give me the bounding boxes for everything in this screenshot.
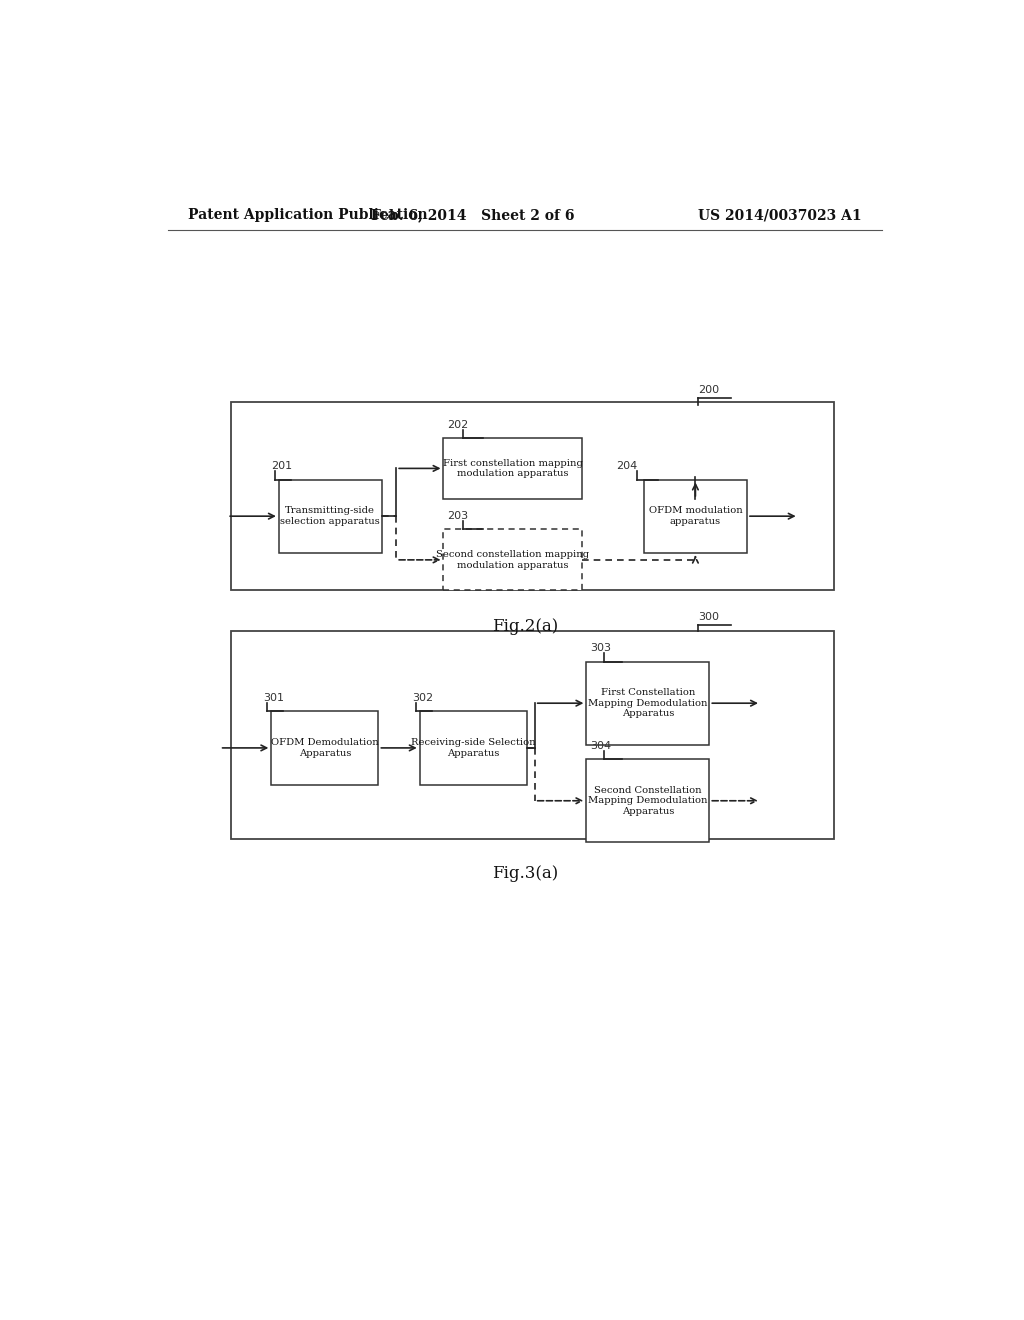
Bar bbox=[420, 711, 526, 784]
Text: 303: 303 bbox=[590, 643, 611, 653]
Text: Second constellation mapping
modulation apparatus: Second constellation mapping modulation … bbox=[436, 550, 590, 569]
Text: 200: 200 bbox=[697, 385, 719, 395]
Text: 301: 301 bbox=[263, 693, 285, 704]
Text: Patent Application Publication: Patent Application Publication bbox=[187, 209, 427, 222]
Text: US 2014/0037023 A1: US 2014/0037023 A1 bbox=[698, 209, 862, 222]
Text: Second Constellation
Mapping Demodulation
Apparatus: Second Constellation Mapping Demodulatio… bbox=[588, 785, 708, 816]
Text: 203: 203 bbox=[447, 511, 469, 521]
Text: OFDM modulation
apparatus: OFDM modulation apparatus bbox=[648, 507, 742, 525]
Text: Transmitting-side
selection apparatus: Transmitting-side selection apparatus bbox=[281, 507, 380, 525]
Bar bbox=[231, 403, 835, 590]
Text: Fig.3(a): Fig.3(a) bbox=[492, 865, 558, 882]
Text: 300: 300 bbox=[697, 612, 719, 622]
Bar bbox=[443, 438, 583, 499]
Text: OFDM Demodulation
Apparatus: OFDM Demodulation Apparatus bbox=[271, 738, 379, 758]
Text: First Constellation
Mapping Demodulation
Apparatus: First Constellation Mapping Demodulation… bbox=[588, 688, 708, 718]
Bar bbox=[587, 661, 710, 744]
Text: 202: 202 bbox=[447, 420, 469, 430]
Text: 302: 302 bbox=[412, 693, 433, 704]
Bar bbox=[587, 759, 710, 842]
Text: Receiving-side Selection
Apparatus: Receiving-side Selection Apparatus bbox=[411, 738, 536, 758]
Bar bbox=[231, 631, 835, 840]
Bar bbox=[644, 479, 746, 553]
Bar bbox=[279, 479, 382, 553]
Text: Feb. 6, 2014   Sheet 2 of 6: Feb. 6, 2014 Sheet 2 of 6 bbox=[372, 209, 574, 222]
Bar bbox=[271, 711, 379, 784]
Text: 201: 201 bbox=[270, 462, 292, 471]
Text: Fig.2(a): Fig.2(a) bbox=[492, 618, 558, 635]
Text: 204: 204 bbox=[616, 462, 637, 471]
Text: 304: 304 bbox=[590, 741, 611, 751]
Bar bbox=[443, 529, 583, 590]
Text: First constellation mapping
modulation apparatus: First constellation mapping modulation a… bbox=[443, 459, 583, 478]
